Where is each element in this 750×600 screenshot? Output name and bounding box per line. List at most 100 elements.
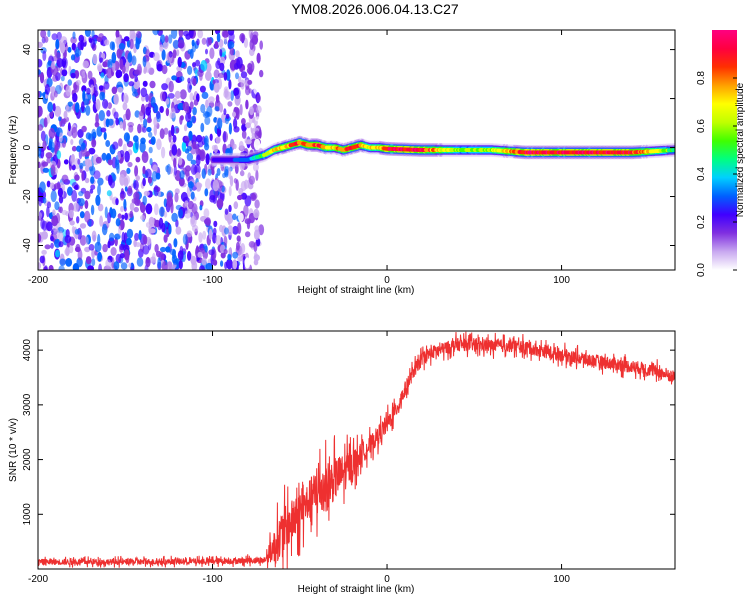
- noise-blob: [123, 36, 130, 42]
- noise-blob: [159, 206, 165, 218]
- x-tick-label: -200: [28, 275, 48, 286]
- noise-blob: [135, 138, 139, 150]
- noise-blob: [84, 210, 91, 223]
- noise-blob: [70, 139, 74, 145]
- noise-blob: [44, 36, 49, 43]
- noise-blob: [259, 69, 264, 78]
- noise-blob: [149, 80, 156, 89]
- noise-blob: [174, 192, 179, 203]
- noise-blob: [89, 188, 94, 194]
- noise-blob: [130, 262, 134, 269]
- noise-blob: [241, 118, 246, 125]
- noise-blob: [240, 71, 248, 79]
- noise-blob: [255, 169, 259, 181]
- noise-blob: [254, 130, 261, 139]
- noise-blob: [174, 90, 181, 99]
- noise-blob: [91, 30, 95, 38]
- noise-blob: [94, 241, 102, 253]
- noise-blob: [232, 111, 236, 118]
- noise-blob: [61, 209, 68, 216]
- noise-blob: [227, 253, 232, 261]
- noise-blob: [122, 102, 128, 111]
- noise-blob: [106, 67, 113, 79]
- noise-blob: [171, 212, 178, 222]
- noise-blob: [188, 30, 194, 39]
- noise-blob: [205, 153, 210, 166]
- noise-blob: [172, 134, 177, 143]
- noise-blob: [122, 119, 126, 131]
- spectrogram-y-axis: 40 20 0 -20 -40: [22, 44, 675, 253]
- noise-blob: [173, 238, 178, 248]
- noise-blob: [196, 38, 200, 46]
- noise-blob: [139, 110, 144, 117]
- noise-blob: [189, 92, 194, 102]
- noise-blob: [76, 216, 80, 224]
- noise-blob: [67, 46, 72, 53]
- noise-blob: [41, 231, 48, 240]
- noise-blob: [47, 30, 51, 38]
- snr-panel: -200 -100 0 100 1000 2000 3000 4000 Height of …: [8, 330, 676, 595]
- noise-blob: [156, 112, 161, 123]
- noise-blob: [111, 51, 117, 64]
- noise-blob: [256, 94, 262, 103]
- noise-blob: [167, 93, 175, 99]
- noise-blob: [153, 185, 159, 197]
- noise-blob: [214, 41, 219, 49]
- noise-blob: [129, 38, 134, 50]
- noise-blob: [55, 249, 60, 258]
- figure-title: YM08.2026.006.04.13.C27: [291, 1, 459, 17]
- noise-blob: [224, 91, 232, 100]
- snr-x-axis: -200 -100 0 100: [28, 331, 570, 585]
- noise-blob: [38, 161, 41, 168]
- noise-blob: [54, 201, 60, 211]
- noise-blob: [178, 30, 184, 38]
- noise-blob: [163, 127, 169, 135]
- noise-blob: [40, 218, 45, 230]
- noise-blob: [71, 145, 77, 152]
- noise-blob: [163, 211, 168, 218]
- noise-blob: [86, 87, 91, 95]
- noise-blob: [215, 136, 221, 144]
- noise-blob: [38, 58, 43, 68]
- noise-blob: [240, 92, 247, 101]
- noise-blob: [171, 30, 178, 39]
- noise-blob: [135, 175, 140, 182]
- noise-blob: [140, 87, 148, 98]
- noise-blob: [181, 141, 187, 152]
- noise-blob: [245, 231, 251, 238]
- noise-blob: [232, 259, 238, 270]
- noise-blob: [68, 245, 74, 254]
- noise-blob: [192, 77, 197, 87]
- noise-blob: [101, 223, 108, 236]
- noise-blob: [249, 47, 255, 57]
- noise-blob: [65, 246, 70, 257]
- noise-blob: [208, 228, 213, 240]
- noise-blob: [199, 149, 206, 162]
- noise-blob: [156, 250, 162, 258]
- noise-blob: [253, 242, 258, 253]
- noise-blob: [182, 101, 190, 112]
- noise-blob: [150, 96, 156, 108]
- noise-blob: [223, 248, 228, 255]
- noise-blob: [195, 59, 201, 67]
- noise-blob: [228, 204, 232, 213]
- noise-blob: [115, 218, 121, 227]
- noise-blob: [92, 94, 96, 102]
- x-tick-label: -100: [203, 574, 223, 585]
- y-tick-label: -40: [22, 238, 33, 253]
- noise-blob: [142, 245, 150, 255]
- noise-blob: [42, 167, 50, 173]
- noise-blob: [216, 168, 221, 176]
- noise-blob: [62, 118, 67, 125]
- noise-blob: [183, 124, 188, 132]
- noise-blob: [256, 105, 262, 114]
- noise-blob: [209, 47, 215, 60]
- noise-blob: [96, 36, 102, 43]
- colorbar-label: Normalized spectral amplitude: [735, 82, 746, 217]
- noise-blob: [253, 208, 260, 219]
- noise-blob: [99, 215, 103, 227]
- noise-blob: [216, 32, 221, 43]
- noise-blob: [97, 65, 103, 73]
- noise-blob: [165, 246, 171, 253]
- noise-blob: [240, 180, 247, 192]
